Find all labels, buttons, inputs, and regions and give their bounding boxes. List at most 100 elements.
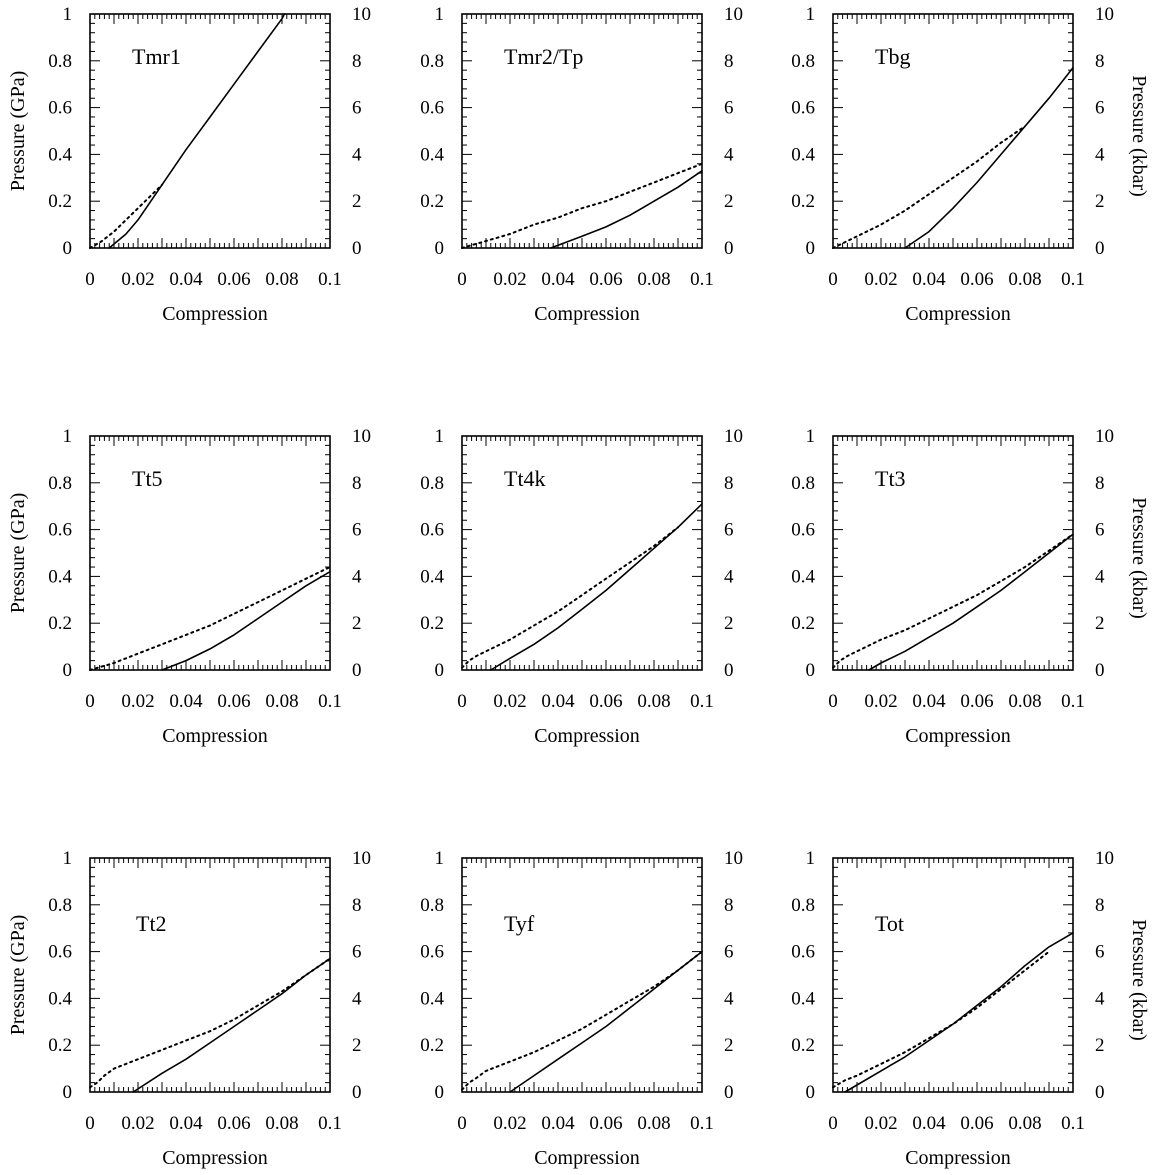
plot-frame — [832, 13, 1074, 249]
y-tick-label-right: 2 — [352, 191, 362, 212]
y-tick-label-right: 8 — [352, 895, 362, 916]
y-tick-label-right: 10 — [1095, 426, 1114, 447]
x-tick-label: 0.06 — [217, 1113, 250, 1134]
x-tick-label: 0.02 — [493, 691, 526, 712]
y-tick-label-right: 10 — [724, 4, 743, 25]
minor-ticks — [832, 857, 1074, 1093]
x-tick-label: 0 — [457, 691, 467, 712]
y-tick-label-right: 4 — [352, 566, 362, 587]
x-tick-label: 0.06 — [217, 691, 250, 712]
y-axis-title-left: Pressure (GPa) — [7, 493, 29, 614]
y-tick-label-right: 0 — [724, 238, 734, 259]
minor-ticks — [461, 857, 703, 1093]
y-tick-label-right: 2 — [1095, 191, 1105, 212]
y-tick-label-left: 0.6 — [420, 942, 444, 963]
y-tick-label-left: 0.6 — [48, 520, 72, 541]
x-axis-title: Compression — [162, 1147, 268, 1169]
y-tick-label-left: 1 — [435, 426, 445, 447]
y-tick-label-right: 10 — [352, 426, 371, 447]
x-axis-title: Compression — [534, 725, 640, 747]
y-tick-label-right: 4 — [1095, 566, 1105, 587]
y-tick-label-right: 10 — [724, 426, 743, 447]
minor-ticks — [89, 13, 331, 249]
series-solid-line — [108, 13, 286, 249]
x-tick-label: 0 — [457, 269, 467, 290]
x-tick-label: 0.04 — [169, 691, 203, 712]
plot-frame — [461, 857, 703, 1093]
panel-label: Tt5 — [132, 466, 163, 491]
y-tick-label-left: 0.2 — [420, 613, 444, 634]
x-tick-label: 0.04 — [912, 691, 946, 712]
y-tick-label-left: 0 — [806, 238, 816, 259]
y-tick-label-right: 8 — [1095, 473, 1105, 494]
panel-label: Tyf — [504, 911, 535, 936]
minor-ticks — [89, 435, 331, 671]
y-tick-label-right: 4 — [352, 988, 362, 1009]
y-tick-label-right: 0 — [352, 1082, 362, 1103]
y-axis-title-left: Pressure (GPa) — [7, 71, 29, 192]
series-dotted-line — [832, 125, 1026, 249]
y-tick-label-right: 8 — [724, 473, 734, 494]
y-axis-title-right: Pressure (kbar) — [1128, 919, 1150, 1041]
panel-tt3: 0 0.02 0.04 0.06 0.08 0.100.20.40.60.81024681… — [791, 426, 1150, 747]
minor-ticks — [461, 13, 703, 249]
y-tick-label-left: 0.2 — [791, 613, 815, 634]
minor-ticks — [461, 435, 703, 671]
x-tick-label: 0.06 — [589, 691, 622, 712]
y-tick-label-left: 0.4 — [48, 988, 72, 1009]
y-tick-label-right: 8 — [724, 51, 734, 72]
y-tick-label-left: 0.8 — [420, 51, 444, 72]
y-tick-label-left: 0.8 — [791, 51, 815, 72]
y-tick-label-left: 0.8 — [420, 473, 444, 494]
x-axis-title: Compression — [905, 303, 1011, 325]
minor-ticks — [832, 435, 1074, 671]
y-tick-label-right: 10 — [352, 848, 371, 869]
panel-label: Tot — [875, 911, 904, 936]
series-solid-line — [489, 503, 703, 671]
y-tick-label-left: 0.8 — [791, 895, 815, 916]
series-solid-line — [904, 67, 1074, 249]
x-tick-label: 0.02 — [121, 691, 154, 712]
y-tick-label-left: 0.8 — [48, 473, 72, 494]
y-tick-label-right: 0 — [724, 660, 734, 681]
y-tick-label-right: 0 — [1095, 238, 1105, 259]
x-tick-label: 0.08 — [637, 1113, 670, 1134]
y-tick-label-right: 6 — [352, 520, 362, 541]
y-tick-label-left: 0.6 — [791, 942, 815, 963]
y-tick-label-right: 8 — [352, 473, 362, 494]
y-tick-label-left: 0.2 — [48, 1035, 72, 1056]
series-dotted-line — [461, 162, 703, 249]
y-tick-label-left: 0.6 — [420, 520, 444, 541]
y-tick-label-left: 0.4 — [420, 988, 444, 1009]
y-tick-label-left: 0 — [63, 238, 73, 259]
x-tick-label: 0.04 — [541, 269, 575, 290]
y-tick-label-left: 0.8 — [420, 895, 444, 916]
y-tick-label-right: 4 — [724, 566, 734, 587]
y-tick-label-left: 0.2 — [791, 1035, 815, 1056]
y-tick-label-left: 0 — [63, 660, 73, 681]
plot-frame — [89, 13, 331, 249]
x-axis-title: Compression — [162, 303, 268, 325]
x-tick-label: 0.04 — [541, 1113, 575, 1134]
y-tick-label-left: 0.4 — [420, 566, 444, 587]
y-tick-label-right: 2 — [352, 613, 362, 634]
y-tick-label-right: 4 — [724, 144, 734, 165]
y-tick-label-left: 0.6 — [420, 98, 444, 119]
y-tick-label-right: 10 — [1095, 848, 1114, 869]
y-tick-label-right: 4 — [352, 144, 362, 165]
series-dotted-line — [832, 533, 1074, 669]
panel-label: Tt3 — [875, 466, 906, 491]
y-tick-label-left: 0 — [435, 238, 445, 259]
panel-label: Tbg — [875, 44, 910, 69]
y-tick-label-right: 0 — [1095, 660, 1105, 681]
x-tick-label: 0.1 — [1061, 691, 1085, 712]
x-axis-title: Compression — [534, 303, 640, 325]
x-tick-label: 0.08 — [265, 1113, 298, 1134]
series-dotted-line — [461, 950, 703, 1091]
x-tick-label: 0.02 — [121, 1113, 154, 1134]
y-tick-label-right: 8 — [1095, 51, 1105, 72]
y-axis-title-left: Pressure (GPa) — [7, 915, 29, 1036]
x-tick-label: 0.08 — [265, 269, 298, 290]
x-tick-label: 0.08 — [265, 691, 298, 712]
